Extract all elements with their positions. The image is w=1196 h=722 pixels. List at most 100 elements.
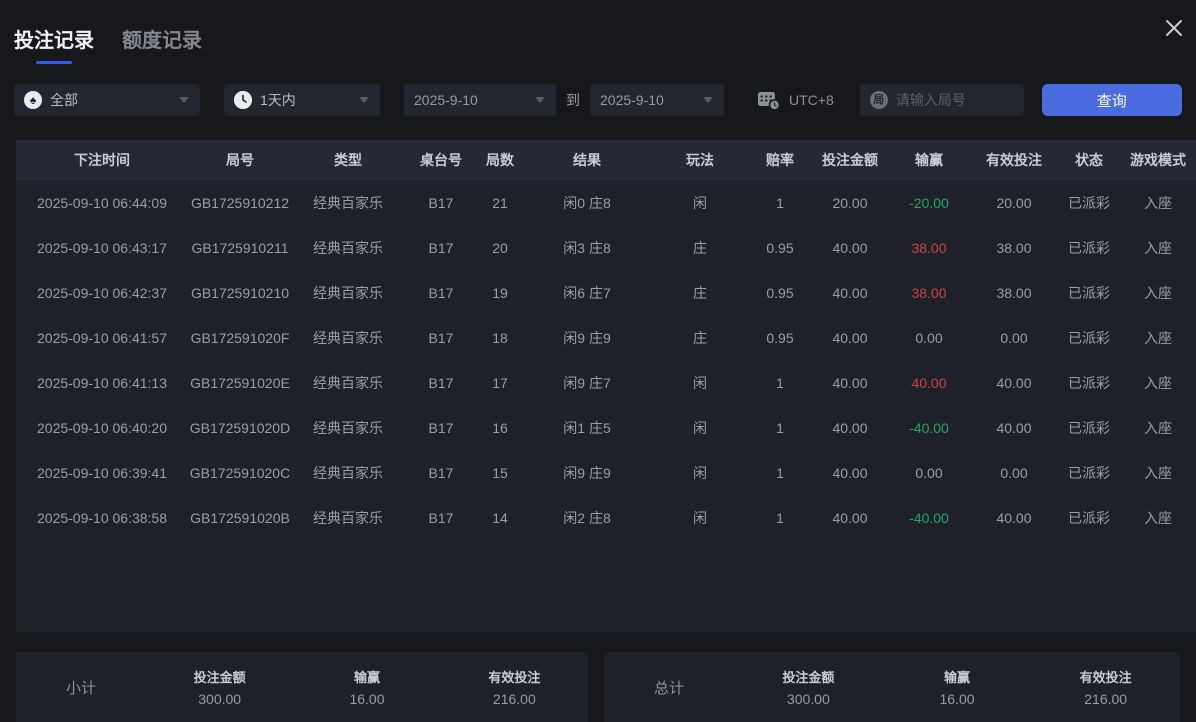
cell-play: 闲 bbox=[693, 419, 707, 436]
cell-type: 经典百家乐 bbox=[313, 329, 383, 346]
subtotal-valid-label: 有效投注 bbox=[488, 670, 541, 685]
table-row: 2025-09-10 06:41:57 GB172591020F 经典百家乐 B… bbox=[16, 315, 1196, 360]
summary-total: 总计 投注金额 300.00 输赢 16.00 有效投注 216.00 bbox=[604, 652, 1180, 722]
header-round-id: 局号 bbox=[226, 152, 254, 168]
subtotal-winloss: 输赢 16.00 bbox=[293, 667, 440, 707]
subtotal-bet-label: 投注金额 bbox=[193, 670, 246, 685]
cell-odds: 0.95 bbox=[766, 239, 794, 256]
cell-bet: 40.00 bbox=[832, 509, 868, 526]
time-range-select[interactable]: 1天内 bbox=[224, 84, 380, 116]
header-odds: 赔率 bbox=[766, 152, 794, 168]
header-result: 结果 bbox=[573, 152, 601, 168]
cell-status: 已派彩 bbox=[1068, 284, 1110, 301]
total-bet-value: 300.00 bbox=[786, 691, 830, 707]
cell-time: 2025-09-10 06:41:57 bbox=[37, 329, 167, 346]
close-icon[interactable] bbox=[1160, 14, 1188, 42]
cell-table-no: B17 bbox=[428, 239, 454, 256]
cell-mode: 入座 bbox=[1144, 239, 1172, 256]
summary-subtotal: 小计 投注金额 300.00 输赢 16.00 有效投注 216.00 bbox=[16, 652, 588, 722]
cell-round-id: GB1725910210 bbox=[190, 284, 290, 301]
cell-time: 2025-09-10 06:44:09 bbox=[37, 194, 167, 211]
cell-result: 闲9 庄9 bbox=[563, 329, 611, 346]
cell-odds: 1 bbox=[776, 374, 784, 391]
game-type-select[interactable]: ♠ 全部 bbox=[14, 84, 200, 116]
cell-odds: 0.95 bbox=[766, 329, 794, 346]
cell-valid-bet: 38.00 bbox=[996, 284, 1032, 301]
cell-odds: 1 bbox=[776, 509, 784, 526]
cell-result: 闲2 庄8 bbox=[563, 509, 611, 526]
cell-round-no: 15 bbox=[492, 464, 508, 481]
clock-icon bbox=[234, 91, 252, 109]
cell-type: 经典百家乐 bbox=[313, 284, 383, 301]
header-play: 玩法 bbox=[686, 152, 714, 168]
table-body: 2025-09-10 06:44:09 GB1725910212 经典百家乐 B… bbox=[16, 180, 1196, 632]
total-bet-label: 投注金额 bbox=[782, 670, 835, 685]
cell-play: 闲 bbox=[693, 464, 707, 481]
cell-valid-bet: 40.00 bbox=[996, 374, 1032, 391]
tab-quota-records[interactable]: 额度记录 bbox=[122, 24, 202, 64]
total-valid-value: 216.00 bbox=[1084, 691, 1128, 707]
header-winloss: 输赢 bbox=[915, 152, 943, 168]
table-row: 2025-09-10 06:38:58 GB172591020B 经典百家乐 B… bbox=[16, 495, 1196, 540]
table-row: 2025-09-10 06:42:37 GB1725910210 经典百家乐 B… bbox=[16, 270, 1196, 315]
spade-icon: ♠ bbox=[24, 91, 42, 109]
total-winloss-label: 输赢 bbox=[944, 670, 971, 685]
cell-time: 2025-09-10 06:38:58 bbox=[37, 509, 167, 526]
cell-round-id: GB172591020C bbox=[189, 464, 291, 481]
subtotal-label: 小计 bbox=[65, 679, 96, 697]
round-input[interactable] bbox=[895, 92, 1014, 108]
header-round-no: 局数 bbox=[486, 152, 514, 168]
header-bet-time: 下注时间 bbox=[74, 152, 130, 168]
cell-round-id: GB172591020B bbox=[190, 509, 290, 526]
cell-round-id: GB172591020E bbox=[190, 374, 290, 391]
date-from-value: 2025-9-10 bbox=[414, 92, 478, 108]
table-row: 2025-09-10 06:40:20 GB172591020D 经典百家乐 B… bbox=[16, 405, 1196, 450]
cell-odds: 0.95 bbox=[766, 284, 794, 301]
cell-play: 庄 bbox=[693, 329, 707, 346]
cell-time: 2025-09-10 06:43:17 bbox=[37, 239, 167, 256]
date-from-select[interactable]: 2025-9-10 bbox=[404, 84, 556, 116]
cell-bet: 40.00 bbox=[832, 329, 868, 346]
cell-time: 2025-09-10 06:41:13 bbox=[37, 374, 167, 391]
cell-odds: 1 bbox=[776, 194, 784, 211]
cell-winloss: 40.00 bbox=[911, 374, 947, 391]
table-row: 2025-09-10 06:44:09 GB1725910212 经典百家乐 B… bbox=[16, 180, 1196, 225]
filter-bar: ♠ 全部 1天内 2025-9-10 到 2025-9-10 bbox=[14, 84, 1182, 116]
cell-mode: 入座 bbox=[1144, 329, 1172, 346]
cell-play: 庄 bbox=[693, 284, 707, 301]
cell-time: 2025-09-10 06:42:37 bbox=[37, 284, 167, 301]
header-table-no: 桌台号 bbox=[420, 152, 462, 168]
cell-valid-bet: 0.00 bbox=[1000, 329, 1028, 346]
cell-winloss: -40.00 bbox=[909, 509, 949, 526]
cell-bet: 40.00 bbox=[832, 239, 868, 256]
table-row: 2025-09-10 06:41:13 GB172591020E 经典百家乐 B… bbox=[16, 360, 1196, 405]
cell-status: 已派彩 bbox=[1068, 194, 1110, 211]
chevron-down-icon bbox=[703, 97, 713, 103]
cell-winloss: 0.00 bbox=[915, 464, 943, 481]
cell-round-id: GB1725910212 bbox=[190, 194, 290, 211]
cell-bet: 20.00 bbox=[832, 194, 868, 211]
tab-bet-records[interactable]: 投注记录 bbox=[14, 24, 94, 64]
cell-odds: 1 bbox=[776, 419, 784, 436]
cell-status: 已派彩 bbox=[1068, 329, 1110, 346]
cell-table-no: B17 bbox=[428, 464, 454, 481]
cell-bet: 40.00 bbox=[832, 464, 868, 481]
subtotal-bet: 投注金额 300.00 bbox=[146, 667, 293, 707]
cell-valid-bet: 0.00 bbox=[1000, 464, 1028, 481]
cell-play: 闲 bbox=[693, 194, 707, 211]
cell-odds: 1 bbox=[776, 464, 784, 481]
header-bet-amount: 投注金额 bbox=[822, 152, 878, 168]
cell-round-id: GB172591020F bbox=[190, 329, 290, 346]
subtotal-valid: 有效投注 216.00 bbox=[441, 667, 588, 707]
cell-type: 经典百家乐 bbox=[313, 509, 383, 526]
cell-type: 经典百家乐 bbox=[313, 419, 383, 436]
search-button[interactable]: 查询 bbox=[1041, 84, 1182, 116]
date-to-select[interactable]: 2025-9-10 bbox=[590, 84, 724, 116]
cell-round-id: GB172591020D bbox=[189, 419, 291, 436]
cell-mode: 入座 bbox=[1144, 374, 1172, 391]
table-row: 2025-09-10 06:39:41 GB172591020C 经典百家乐 B… bbox=[16, 450, 1196, 495]
cell-valid-bet: 40.00 bbox=[996, 509, 1032, 526]
cell-round-no: 19 bbox=[492, 284, 508, 301]
cell-valid-bet: 20.00 bbox=[996, 194, 1032, 211]
cell-time: 2025-09-10 06:39:41 bbox=[37, 464, 167, 481]
